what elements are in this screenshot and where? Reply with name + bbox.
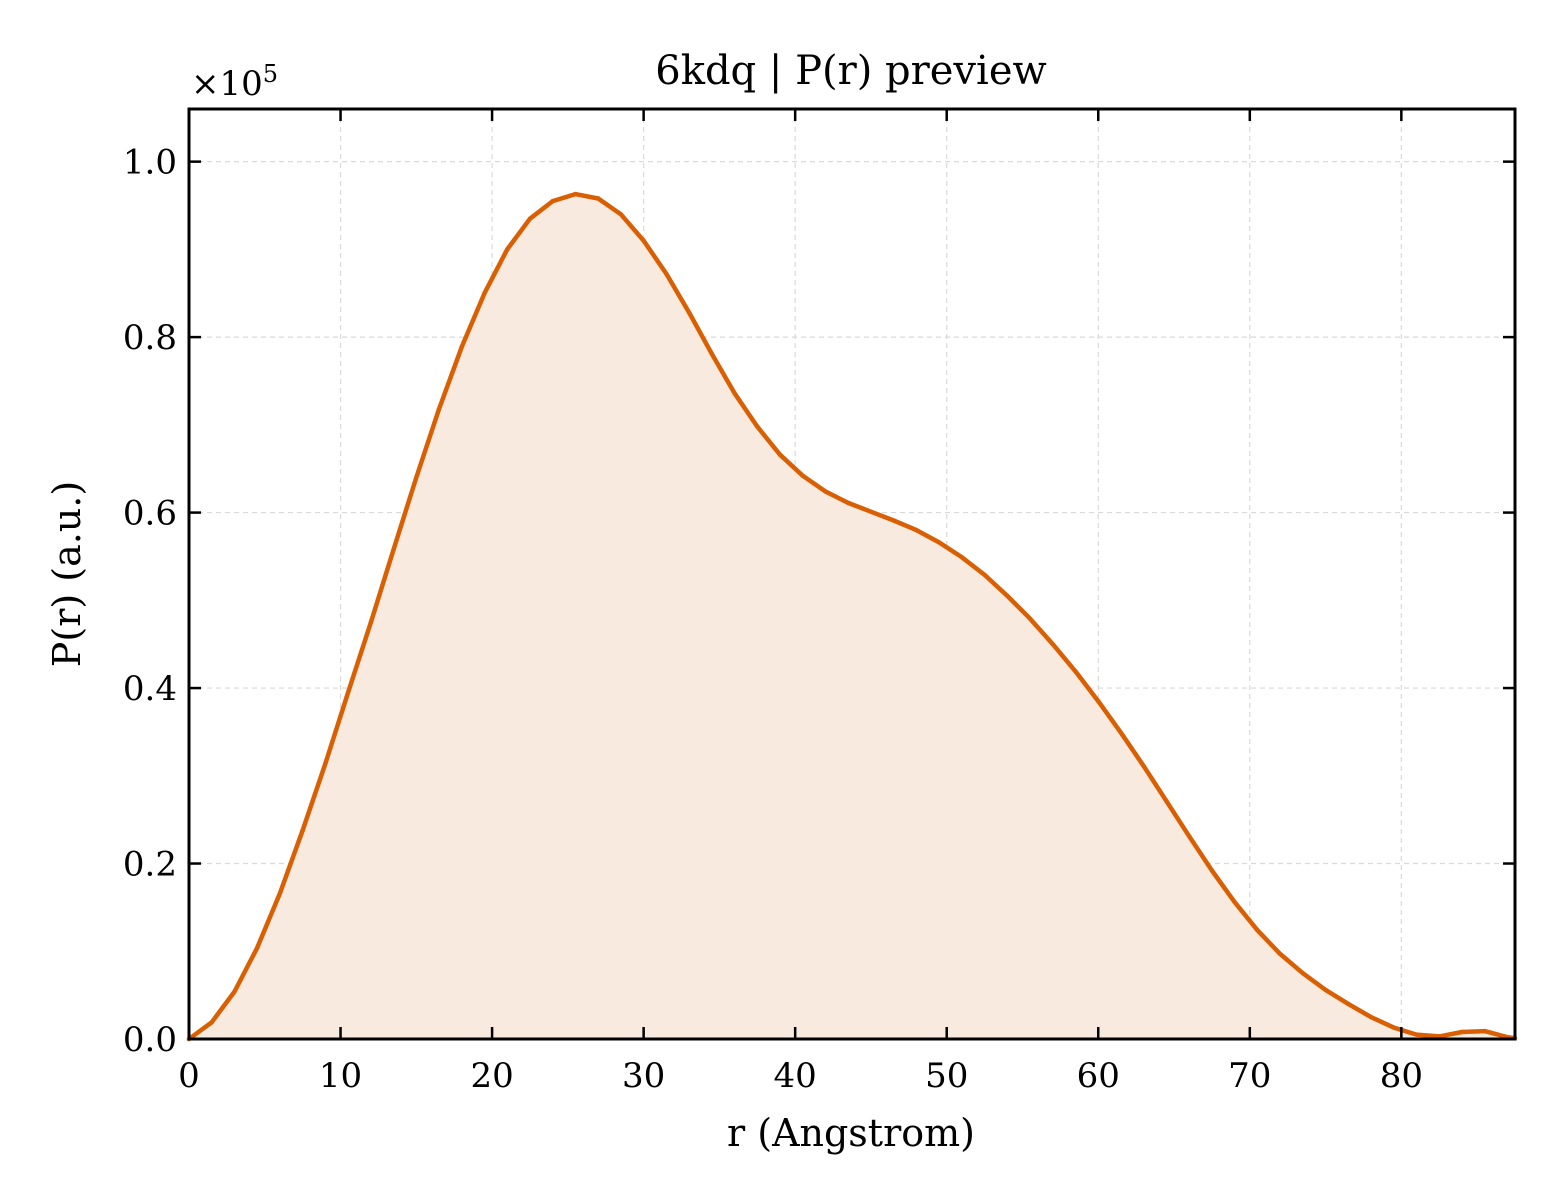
data-point [1277, 951, 1283, 957]
data-point [1050, 642, 1056, 647]
data-point [1346, 1001, 1351, 1007]
data-point [686, 310, 692, 315]
data-point [982, 572, 987, 578]
y-tick-label: 0.2 [123, 845, 177, 885]
data-point [550, 198, 555, 204]
data-point [1482, 1028, 1487, 1034]
data-point [868, 509, 874, 514]
data-point [1141, 763, 1146, 769]
data-point [1414, 1032, 1419, 1037]
data-point [1187, 834, 1192, 839]
data-point [800, 473, 805, 478]
data-point [1391, 1025, 1397, 1030]
data-point [368, 620, 374, 625]
x-tick-label: 50 [925, 1056, 968, 1096]
data-point [709, 351, 714, 356]
data-point [1323, 987, 1328, 993]
x-axis-label: r (Angstrom) [727, 1111, 975, 1155]
data-point [391, 547, 396, 552]
data-point [1005, 593, 1010, 599]
data-point [755, 424, 760, 429]
data-point [323, 761, 328, 766]
data-point [1368, 1014, 1374, 1020]
y-multiplier-exponent: 5 [263, 60, 278, 88]
data-point [209, 1020, 214, 1025]
data-point [527, 216, 533, 221]
data-point [573, 191, 578, 197]
data-point [277, 891, 283, 896]
x-tick-label: 80 [1380, 1056, 1423, 1096]
y-tick-label: 0.0 [123, 1020, 177, 1060]
data-point [232, 989, 237, 994]
y-tick-label: 0.6 [123, 494, 177, 534]
data-point [641, 238, 646, 243]
data-point [436, 406, 442, 412]
data-point [1459, 1029, 1465, 1035]
data-point [1232, 899, 1237, 905]
data-point [618, 212, 624, 217]
data-point [777, 452, 783, 457]
data-point [823, 489, 828, 494]
data-point [1255, 928, 1260, 933]
axis-ticks: 0 10 20 30 40 50 60 70 80 0.0 0.2 0.4 0.6 0.8 1.0 [123, 109, 1515, 1096]
data-point [459, 344, 464, 349]
data-point [732, 391, 737, 396]
data-point [1300, 971, 1306, 976]
data-point [1073, 669, 1078, 674]
data-point [936, 540, 942, 545]
data-point [1027, 616, 1033, 621]
x-tick-label: 70 [1228, 1056, 1271, 1096]
x-tick-label: 0 [178, 1056, 200, 1096]
data-point [959, 555, 965, 560]
data-point [414, 475, 419, 480]
x-tick-label: 40 [774, 1056, 817, 1096]
data-point [891, 518, 896, 523]
x-tick-label: 60 [1077, 1056, 1120, 1096]
x-tick-label: 10 [319, 1056, 362, 1096]
data-point [1096, 699, 1101, 704]
data-point [345, 690, 351, 695]
data-point [255, 945, 260, 950]
data-point [914, 527, 919, 533]
data-point [664, 271, 669, 277]
y-tick-label: 0.4 [123, 669, 177, 709]
series-line [186, 191, 1518, 1042]
data-point [1209, 868, 1215, 873]
x-tick-label: 20 [470, 1056, 513, 1096]
plot-frame [187, 107, 1517, 1041]
data-point [482, 291, 487, 296]
data-point [505, 247, 510, 252]
data-point [596, 196, 601, 201]
data-point [1164, 799, 1169, 804]
y-multiplier-label: ×105 [191, 60, 278, 104]
chart-title: 6kdq | P(r) preview [655, 48, 1046, 94]
y-axis-label: P(r) (a.u.) [45, 481, 89, 667]
data-point [300, 828, 305, 833]
data-point [1118, 730, 1124, 735]
y-multiplier-base: ×10 [191, 64, 263, 104]
x-tick-label: 30 [622, 1056, 665, 1096]
y-tick-label: 0.8 [123, 318, 177, 358]
data-point [846, 500, 851, 506]
y-tick-label: 1.0 [123, 143, 177, 183]
